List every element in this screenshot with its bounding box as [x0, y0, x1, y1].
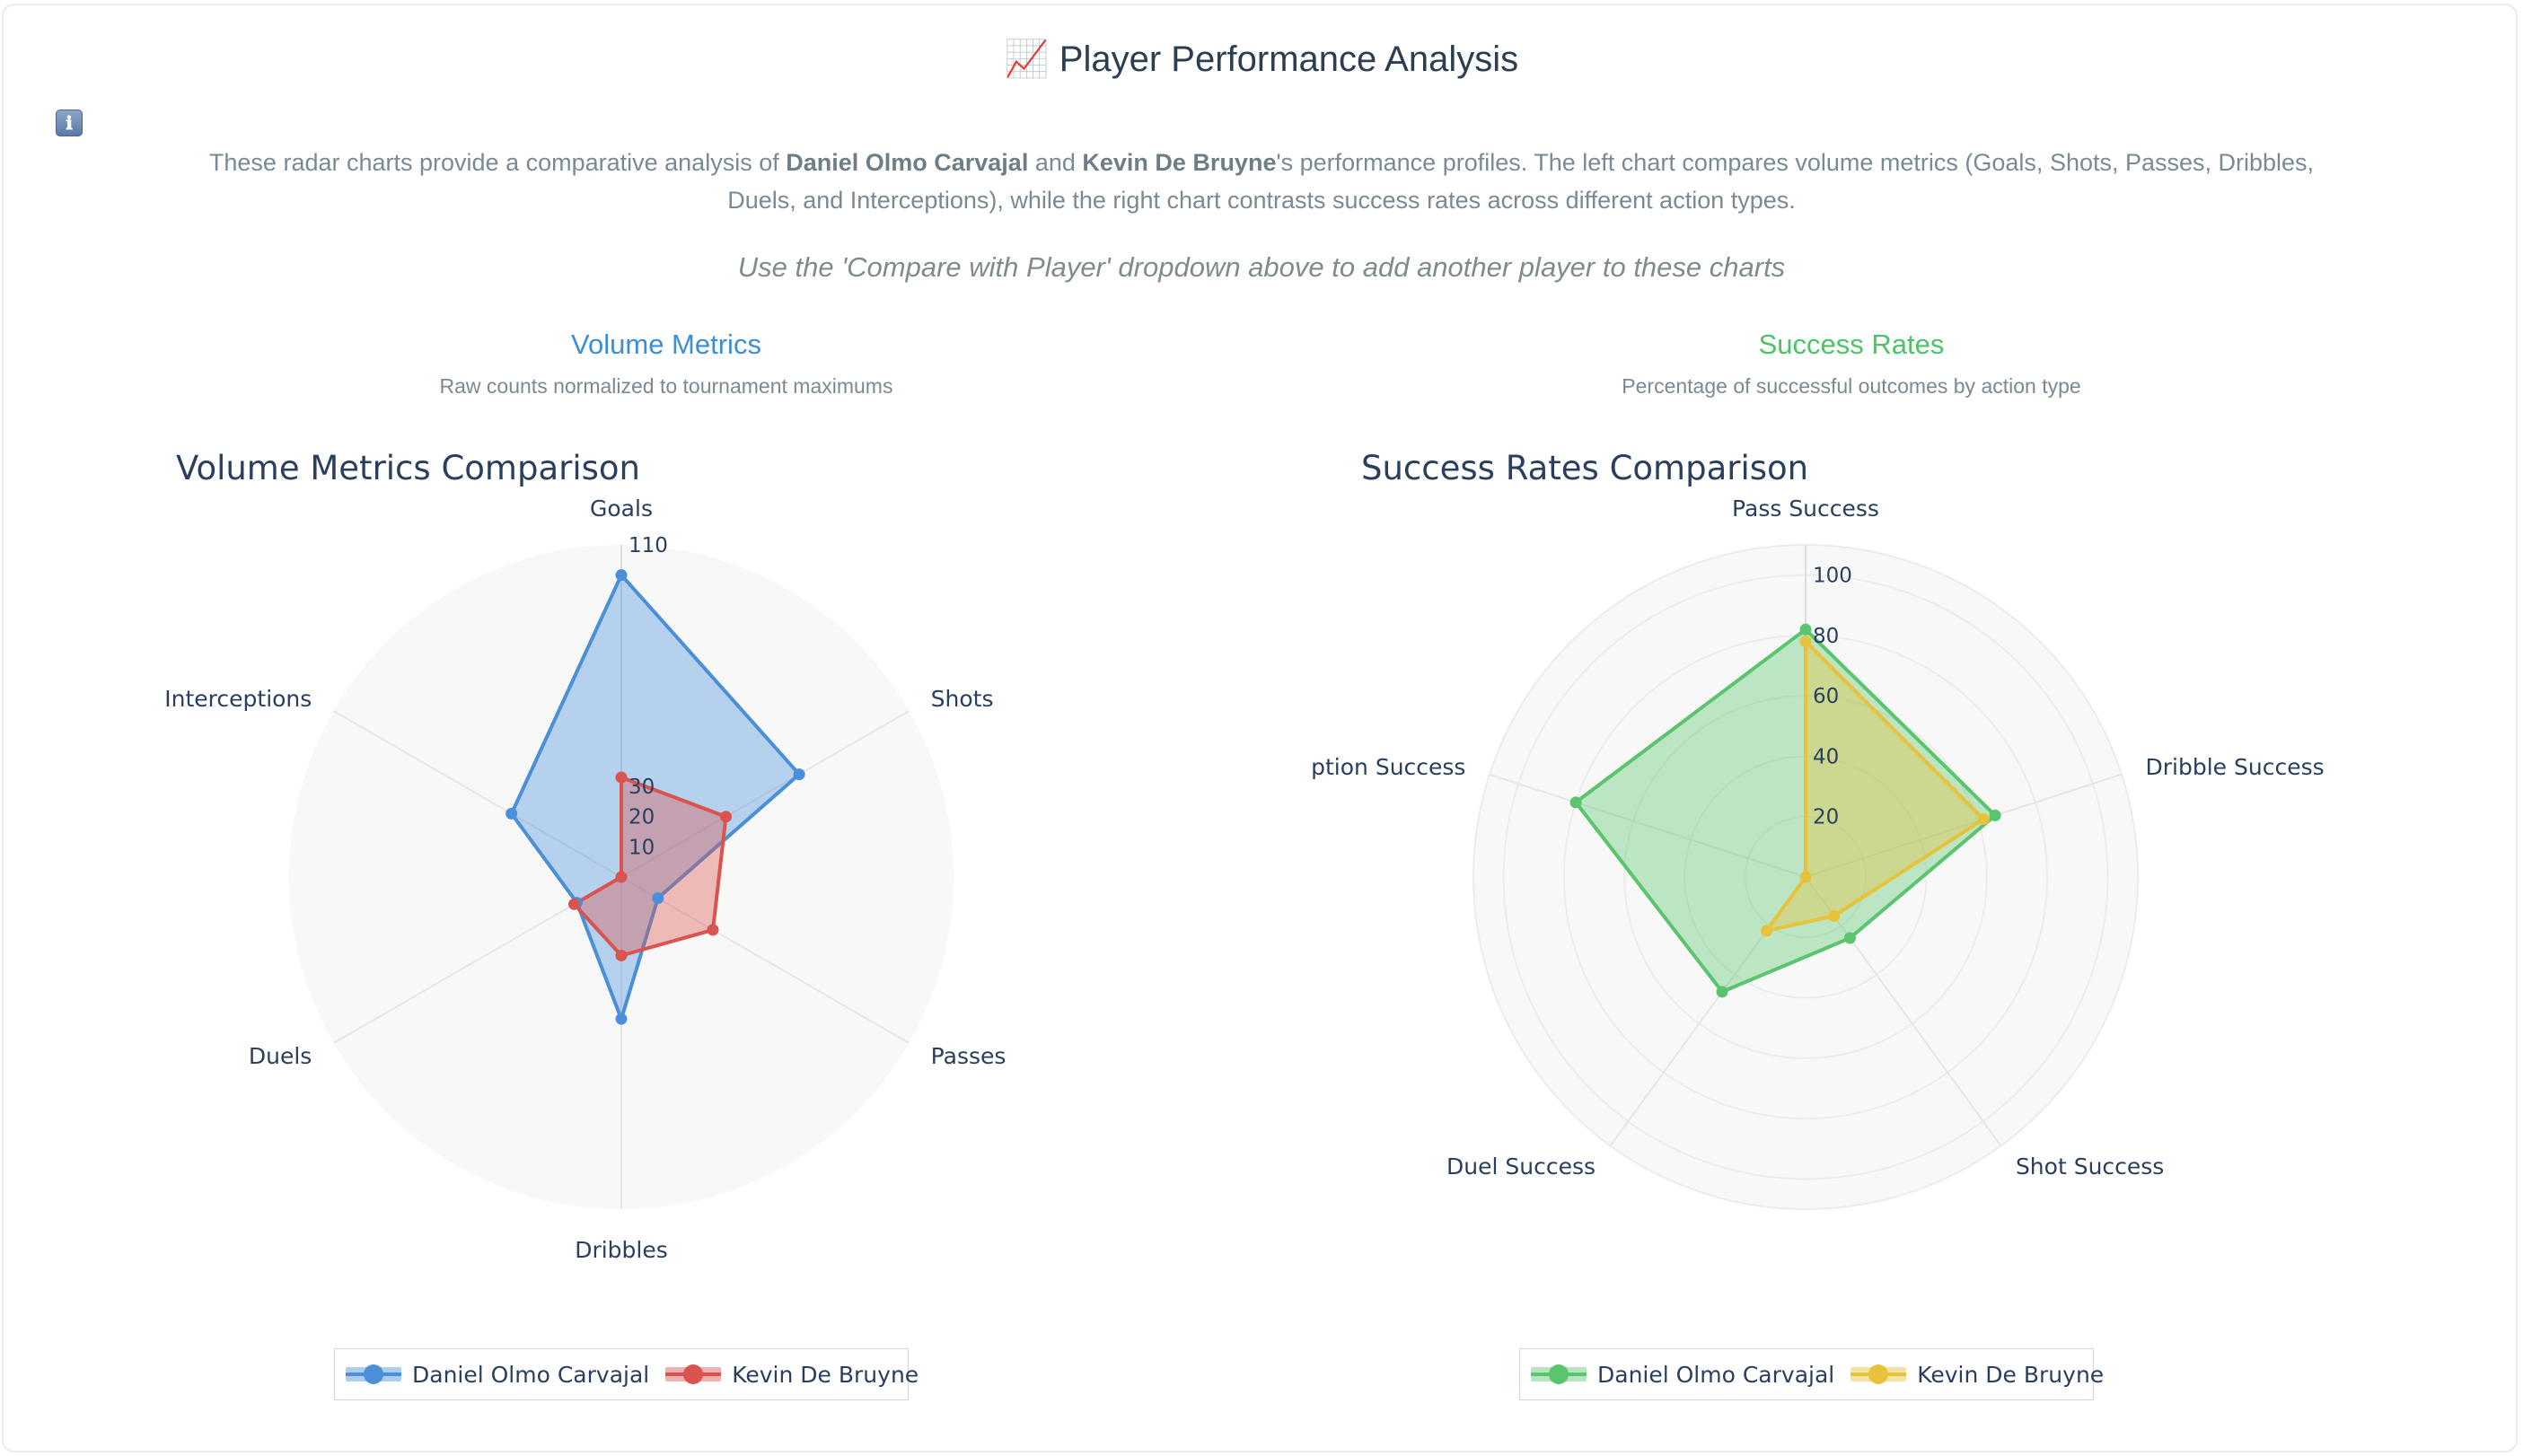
volume-chart-title: Volume Metrics Comparison [176, 449, 640, 487]
success-axis-label-pass-success: Pass Success [1732, 496, 1879, 522]
success-radial-tick-label: 60 [1813, 685, 1839, 708]
volume-spoke-shots [620, 710, 910, 878]
success-radial-tick-label: 100 [1813, 565, 1852, 588]
volume-spoke-passes [620, 876, 910, 1044]
success-axis-label-dribble-success: Dribble Success [2146, 754, 2325, 780]
volume-point-kevin-de-bruyne-dribbles[interactable] [615, 949, 628, 961]
page-title: 📈 Player Performance Analysis [1004, 39, 1519, 79]
chart-description: These radar charts provide a comparative… [198, 144, 2325, 219]
description-text-1: These radar charts provide a comparative… [208, 149, 787, 176]
success-radial-tick-label: 40 [1813, 745, 1839, 768]
legend-swatch [1850, 1361, 1907, 1388]
success-axis-label-duel-success: Duel Success [1446, 1153, 1596, 1180]
success-point-kevin-de-bruyne-dribble-success[interactable] [1977, 813, 1990, 826]
player-name-2: Kevin De Bruyne [1082, 149, 1277, 176]
volume-axis-label-passes: Passes [931, 1043, 1007, 1069]
legend-label: Daniel Olmo Carvajal [1597, 1361, 1835, 1388]
volume-point-daniel-olmo-carvajal-interceptions[interactable] [505, 807, 518, 820]
info-icon[interactable]: ℹ [56, 110, 83, 136]
volume-axis-label-shots: Shots [931, 686, 994, 712]
volume-point-daniel-olmo-carvajal-goals[interactable] [615, 569, 628, 582]
player-name-1: Daniel Olmo Carvajal [786, 149, 1029, 176]
legend-item-daniel-olmo-carvajal[interactable]: Daniel Olmo Carvajal [346, 1361, 649, 1388]
success-point-daniel-olmo-carvajal-duel-success[interactable] [1716, 986, 1728, 998]
volume-legend: Daniel Olmo Carvajal Kevin De Bruyne [334, 1348, 919, 1400]
legend-swatch [1531, 1361, 1587, 1388]
description-text-2: and [1028, 149, 1083, 176]
success-radar: 20 40 60 80 100 Pass Success Dribble Success Sh… [1233, 496, 2325, 1210]
success-section-title: Success Rates [1758, 329, 1945, 360]
volume-radial-tick-label: 10 [629, 836, 655, 859]
success-chart-title: Success Rates Comparison [1361, 449, 1809, 487]
volume-point-daniel-olmo-carvajal-dribbles[interactable] [615, 1013, 628, 1025]
success-radial-tick-label: 80 [1813, 625, 1839, 648]
legend-item-kevin-de-bruyne[interactable]: Kevin De Bruyne [1850, 1361, 2104, 1388]
legend-label: Kevin De Bruyne [1917, 1361, 2105, 1388]
success-radial-tick-label: 20 [1813, 806, 1839, 829]
success-spoke-shot-success [1805, 876, 2002, 1146]
success-legend: Daniel Olmo Carvajal Kevin De Bruyne [1519, 1348, 2104, 1400]
description-text-3: 's performance profiles. The left chart … [727, 149, 2315, 214]
volume-point-kevin-de-bruyne-duels[interactable] [568, 898, 581, 910]
success-point-kevin-de-bruyne-interception-success[interactable] [1799, 871, 1812, 883]
volume-axis-label-dribbles: Dribbles [575, 1237, 668, 1263]
success-series-kevin-de-bruyne[interactable] [1764, 639, 1986, 933]
volume-radar: 10 20 30 110 Goals Shots Passes Dribbles Duels In… [164, 496, 1006, 1263]
legend-swatch [665, 1361, 722, 1388]
legend-swatch [346, 1361, 401, 1388]
legend-item-kevin-de-bruyne[interactable]: Kevin De Bruyne [665, 1361, 919, 1388]
success-point-kevin-de-bruyne-shot-success[interactable] [1828, 910, 1841, 923]
success-point-daniel-olmo-carvajal-interception-success[interactable] [1569, 796, 1582, 809]
volume-point-kevin-de-bruyne-interceptions[interactable] [615, 871, 628, 883]
volume-radial-tick-label: 110 [629, 534, 668, 557]
success-point-daniel-olmo-carvajal-dribble-success[interactable] [1989, 809, 2001, 821]
volume-section-subtitle: Raw counts normalized to tournament maxi… [439, 374, 893, 398]
success-section-subtitle: Percentage of successful outcomes by act… [1622, 374, 2081, 398]
volume-axis-label-interceptions: Interceptions [164, 686, 312, 712]
compare-hint: Use the 'Compare with Player' dropdown a… [737, 251, 1786, 283]
success-series-daniel-olmo-carvajal[interactable] [1574, 627, 1998, 994]
success-axis-label-shot-success: Shot Success [2016, 1153, 2164, 1180]
volume-point-kevin-de-bruyne-passes[interactable] [707, 924, 719, 936]
legend-label: Daniel Olmo Carvajal [412, 1361, 650, 1388]
success-point-daniel-olmo-carvajal-shot-success[interactable] [1843, 932, 1856, 944]
success-point-daniel-olmo-carvajal-pass-success[interactable] [1799, 623, 1812, 636]
volume-radial-tick-label: 20 [629, 806, 655, 829]
success-axis-label-interception-success: Interception Success [1233, 754, 1466, 780]
volume-spoke-interceptions [333, 710, 622, 878]
volume-point-daniel-olmo-carvajal-shots[interactable] [793, 768, 805, 781]
volume-point-kevin-de-bruyne-goals[interactable] [615, 771, 628, 784]
volume-radial-tick-label: 30 [629, 776, 655, 799]
volume-axis-label-duels: Duels [249, 1043, 312, 1069]
volume-axis-label-goals: Goals [590, 496, 653, 522]
success-spoke-dribble-success [1805, 773, 2123, 878]
legend-item-daniel-olmo-carvajal[interactable]: Daniel Olmo Carvajal [1531, 1361, 1834, 1388]
success-spoke-interception-success [1489, 773, 1807, 878]
success-point-kevin-de-bruyne-pass-success[interactable] [1799, 636, 1812, 648]
volume-point-daniel-olmo-carvajal-passes[interactable] [652, 892, 664, 905]
legend-label: Kevin De Bruyne [732, 1361, 919, 1388]
success-point-kevin-de-bruyne-duel-success[interactable] [1761, 925, 1773, 937]
volume-point-kevin-de-bruyne-shots[interactable] [720, 811, 733, 823]
volume-section-title: Volume Metrics [571, 329, 761, 360]
